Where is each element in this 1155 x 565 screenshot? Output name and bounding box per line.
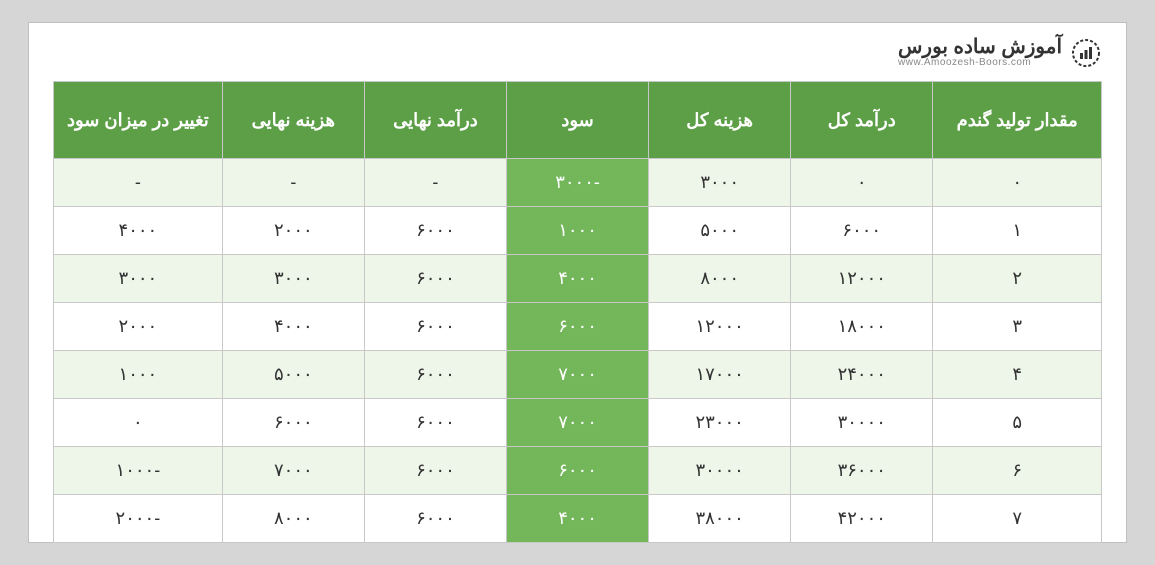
table-cell: ۲۴۰۰۰ — [791, 351, 933, 399]
table-cell: ۶۰۰۰ — [364, 351, 506, 399]
table-cell: - — [364, 159, 506, 207]
table-cell: ۶۰۰۰ — [506, 303, 648, 351]
table-cell: -۳۰۰۰ — [506, 159, 648, 207]
table-cell: ۱۲۰۰۰ — [649, 303, 791, 351]
col-header: هزینه کل — [649, 82, 791, 159]
table-cell: ۴۰۰۰ — [506, 495, 648, 543]
table-cell: ۲۳۰۰۰ — [649, 399, 791, 447]
table-cell: ۳۶۰۰۰ — [791, 447, 933, 495]
table-cell: ۰ — [933, 159, 1102, 207]
table-cell: ۶۰۰۰ — [222, 399, 364, 447]
table-row: ۳۱۸۰۰۰۱۲۰۰۰۶۰۰۰۶۰۰۰۴۰۰۰۲۰۰۰ — [54, 303, 1102, 351]
col-header: سود — [506, 82, 648, 159]
table-row: ۱۶۰۰۰۵۰۰۰۱۰۰۰۶۰۰۰۲۰۰۰۴۰۰۰ — [54, 207, 1102, 255]
table-cell: ۵ — [933, 399, 1102, 447]
table-cell: ۶۰۰۰ — [364, 399, 506, 447]
table-cell: ۱۲۰۰۰ — [791, 255, 933, 303]
table-cell: - — [54, 159, 223, 207]
table-cell: ۷۰۰۰ — [506, 351, 648, 399]
logo-title: آموزش ساده بورس — [898, 37, 1062, 57]
table-cell: ۶۰۰۰ — [364, 495, 506, 543]
table-cell: ۳۰۰۰۰ — [649, 447, 791, 495]
table-cell: ۲۰۰۰ — [222, 207, 364, 255]
table-row: ۰۰۳۰۰۰-۳۰۰۰--- — [54, 159, 1102, 207]
table-row: ۵۳۰۰۰۰۲۳۰۰۰۷۰۰۰۶۰۰۰۶۰۰۰۰ — [54, 399, 1102, 447]
table-cell: ۰ — [54, 399, 223, 447]
table-cell: ۱۷۰۰۰ — [649, 351, 791, 399]
col-header: مقدار تولید گندم — [933, 82, 1102, 159]
table-cell: ۵۰۰۰ — [649, 207, 791, 255]
table-cell: ۶۰۰۰ — [791, 207, 933, 255]
table-cell: ۶۰۰۰ — [364, 447, 506, 495]
table-cell: - — [222, 159, 364, 207]
table-header-row: مقدار تولید گندم درآمد کل هزینه کل سود د… — [54, 82, 1102, 159]
economics-table: مقدار تولید گندم درآمد کل هزینه کل سود د… — [53, 81, 1102, 543]
table-cell: ۷۰۰۰ — [222, 447, 364, 495]
table-row: ۷۴۲۰۰۰۳۸۰۰۰۴۰۰۰۶۰۰۰۸۰۰۰-۲۰۰۰ — [54, 495, 1102, 543]
table-cell: ۶۰۰۰ — [506, 447, 648, 495]
table-cell: ۱۰۰۰ — [506, 207, 648, 255]
table-cell: ۳۰۰۰۰ — [791, 399, 933, 447]
table-row: ۴۲۴۰۰۰۱۷۰۰۰۷۰۰۰۶۰۰۰۵۰۰۰۱۰۰۰ — [54, 351, 1102, 399]
table-cell: ۶۰۰۰ — [364, 207, 506, 255]
table-row: ۶۳۶۰۰۰۳۰۰۰۰۶۰۰۰۶۰۰۰۷۰۰۰-۱۰۰۰ — [54, 447, 1102, 495]
table-cell: ۳۸۰۰۰ — [649, 495, 791, 543]
logo-block: آموزش ساده بورس www.Amoozesh-Boors.com — [53, 37, 1102, 69]
table-cell: -۲۰۰۰ — [54, 495, 223, 543]
table-cell: ۵۰۰۰ — [222, 351, 364, 399]
table-cell: ۳۰۰۰ — [649, 159, 791, 207]
col-header: درآمد نهایی — [364, 82, 506, 159]
table-cell: ۷۰۰۰ — [506, 399, 648, 447]
table-cell: -۱۰۰۰ — [54, 447, 223, 495]
col-header: هزینه نهایی — [222, 82, 364, 159]
table-cell: ۳۰۰۰ — [222, 255, 364, 303]
table-cell: ۱ — [933, 207, 1102, 255]
table-cell: ۶۰۰۰ — [364, 255, 506, 303]
table-cell: ۸۰۰۰ — [649, 255, 791, 303]
table-cell: ۴ — [933, 351, 1102, 399]
table-cell: ۴۰۰۰ — [222, 303, 364, 351]
col-header: درآمد کل — [791, 82, 933, 159]
table-cell: ۰ — [791, 159, 933, 207]
table-cell: ۲ — [933, 255, 1102, 303]
table-cell: ۴۰۰۰ — [54, 207, 223, 255]
col-header: تغییر در میزان سود — [54, 82, 223, 159]
table-cell: ۶ — [933, 447, 1102, 495]
logo-text: آموزش ساده بورس www.Amoozesh-Boors.com — [898, 37, 1062, 69]
table-cell: ۸۰۰۰ — [222, 495, 364, 543]
logo-subtitle: www.Amoozesh-Boors.com — [898, 57, 1062, 69]
table-cell: ۱۸۰۰۰ — [791, 303, 933, 351]
table-cell: ۶۰۰۰ — [364, 303, 506, 351]
table-cell: ۱۰۰۰ — [54, 351, 223, 399]
table-cell: ۳ — [933, 303, 1102, 351]
table-cell: ۴۰۰۰ — [506, 255, 648, 303]
table-cell: ۲۰۰۰ — [54, 303, 223, 351]
table-cell: ۴۲۰۰۰ — [791, 495, 933, 543]
table-cell: ۷ — [933, 495, 1102, 543]
sheet: آموزش ساده بورس www.Amoozesh-Boors.com م… — [28, 22, 1127, 543]
table-row: ۲۱۲۰۰۰۸۰۰۰۴۰۰۰۶۰۰۰۳۰۰۰۳۰۰۰ — [54, 255, 1102, 303]
globe-chart-icon — [1070, 37, 1102, 69]
table-cell: ۳۰۰۰ — [54, 255, 223, 303]
